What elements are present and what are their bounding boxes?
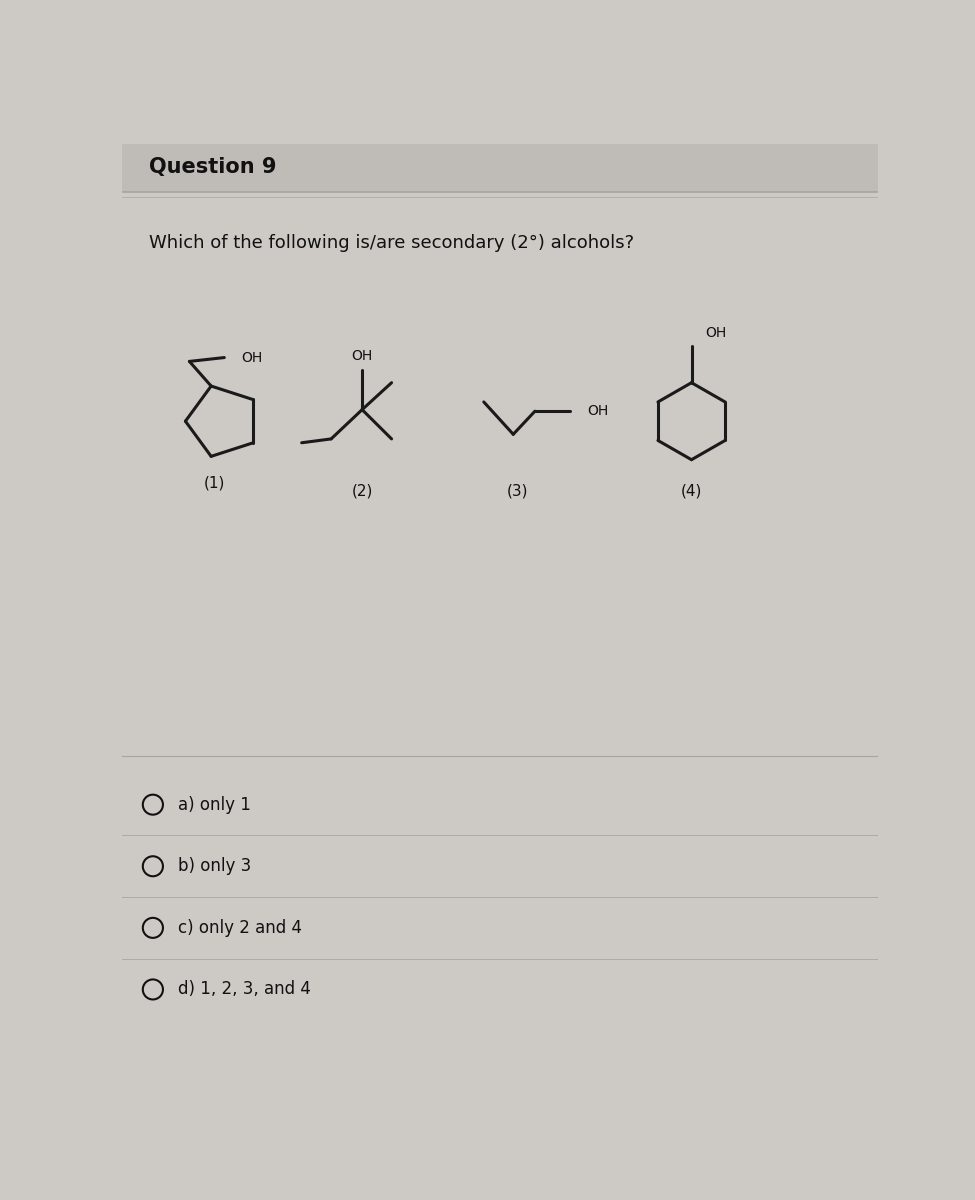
Text: (1): (1) bbox=[204, 475, 225, 491]
FancyBboxPatch shape bbox=[122, 144, 878, 192]
Text: Question 9: Question 9 bbox=[149, 157, 277, 176]
Text: (2): (2) bbox=[351, 482, 372, 498]
Text: a) only 1: a) only 1 bbox=[177, 796, 251, 814]
Text: OH: OH bbox=[352, 349, 372, 362]
Text: Which of the following is/are secondary (2°) alcohols?: Which of the following is/are secondary … bbox=[149, 234, 634, 252]
Text: c) only 2 and 4: c) only 2 and 4 bbox=[177, 919, 301, 937]
Text: (4): (4) bbox=[681, 482, 702, 498]
Text: d) 1, 2, 3, and 4: d) 1, 2, 3, and 4 bbox=[177, 980, 311, 998]
Text: (3): (3) bbox=[506, 482, 527, 498]
Text: OH: OH bbox=[706, 326, 726, 341]
Text: OH: OH bbox=[242, 350, 262, 365]
Text: b) only 3: b) only 3 bbox=[177, 857, 251, 875]
Text: OH: OH bbox=[587, 404, 608, 418]
